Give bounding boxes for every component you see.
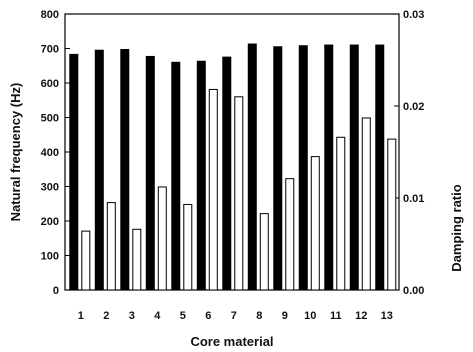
frequency-bar (69, 53, 79, 291)
x-tick-label: 11 (330, 310, 342, 322)
bars (69, 43, 397, 291)
frequency-bar (94, 49, 104, 291)
x-axis-title: Core material (190, 334, 273, 349)
damping-bar (81, 230, 91, 291)
frequency-bar (273, 46, 283, 291)
left-tick-label: 500 (41, 113, 59, 125)
x-tick-label: 3 (129, 310, 135, 322)
damping-bar (157, 186, 167, 291)
frequency-bar (247, 43, 257, 291)
x-tick-label: 12 (355, 310, 367, 322)
damping-bar (132, 228, 142, 291)
x-tick-label: 6 (205, 310, 211, 322)
x-tick-label: 2 (103, 310, 109, 322)
left-tick-label: 0 (53, 285, 59, 297)
frequency-bar (222, 56, 232, 291)
left-tick-label: 100 (41, 251, 59, 263)
right-tick-label: 0.03 (403, 9, 424, 21)
damping-bar (285, 178, 295, 291)
frequency-bar (375, 44, 385, 291)
damping-bar (361, 117, 371, 291)
damping-bar (183, 203, 193, 291)
left-axis-ticks: 0 100 200 300 400 500 600 700 800 (41, 9, 70, 297)
damping-bar (106, 202, 116, 291)
left-tick-label: 600 (41, 78, 59, 90)
right-tick-label: 0.01 (403, 193, 424, 205)
frequency-bar (120, 49, 130, 291)
frequency-bar (171, 61, 181, 291)
frequency-bar (196, 60, 206, 291)
y-axis-title: Natural frequency (Hz) (8, 83, 23, 222)
left-tick-label: 400 (41, 147, 59, 159)
x-tick-label: 1 (78, 310, 84, 322)
damping-bar (336, 136, 346, 291)
x-tick-label: 13 (381, 310, 393, 322)
x-tick-label: 8 (256, 310, 262, 322)
frequency-bar (349, 44, 359, 291)
x-tick-label: 10 (304, 310, 316, 322)
damping-bar (234, 96, 244, 291)
frequency-bar (298, 45, 308, 291)
x-tick-label: 5 (180, 310, 186, 322)
y2-axis-title: Damping ratio (449, 184, 464, 271)
right-axis-ticks: 0.00 0.01 0.02 0.03 (394, 9, 424, 297)
left-tick-label: 300 (41, 182, 59, 194)
left-tick-label: 700 (41, 44, 59, 56)
right-tick-label: 0.02 (403, 101, 424, 113)
damping-bar (310, 156, 320, 291)
x-tick-label: 7 (231, 310, 237, 322)
right-tick-label: 0.00 (403, 285, 424, 297)
x-tick-label: 4 (154, 310, 161, 322)
x-tick-label: 9 (282, 310, 288, 322)
left-tick-label: 800 (41, 9, 59, 21)
x-axis-ticks: 1 2 3 4 5 6 7 8 9 10 11 12 13 (78, 310, 393, 322)
damping-bar (387, 138, 397, 291)
damping-bar (259, 213, 269, 291)
left-tick-label: 200 (41, 216, 59, 228)
frequency-bar (324, 44, 334, 291)
damping-bar (208, 88, 218, 291)
frequency-bar (145, 55, 155, 291)
